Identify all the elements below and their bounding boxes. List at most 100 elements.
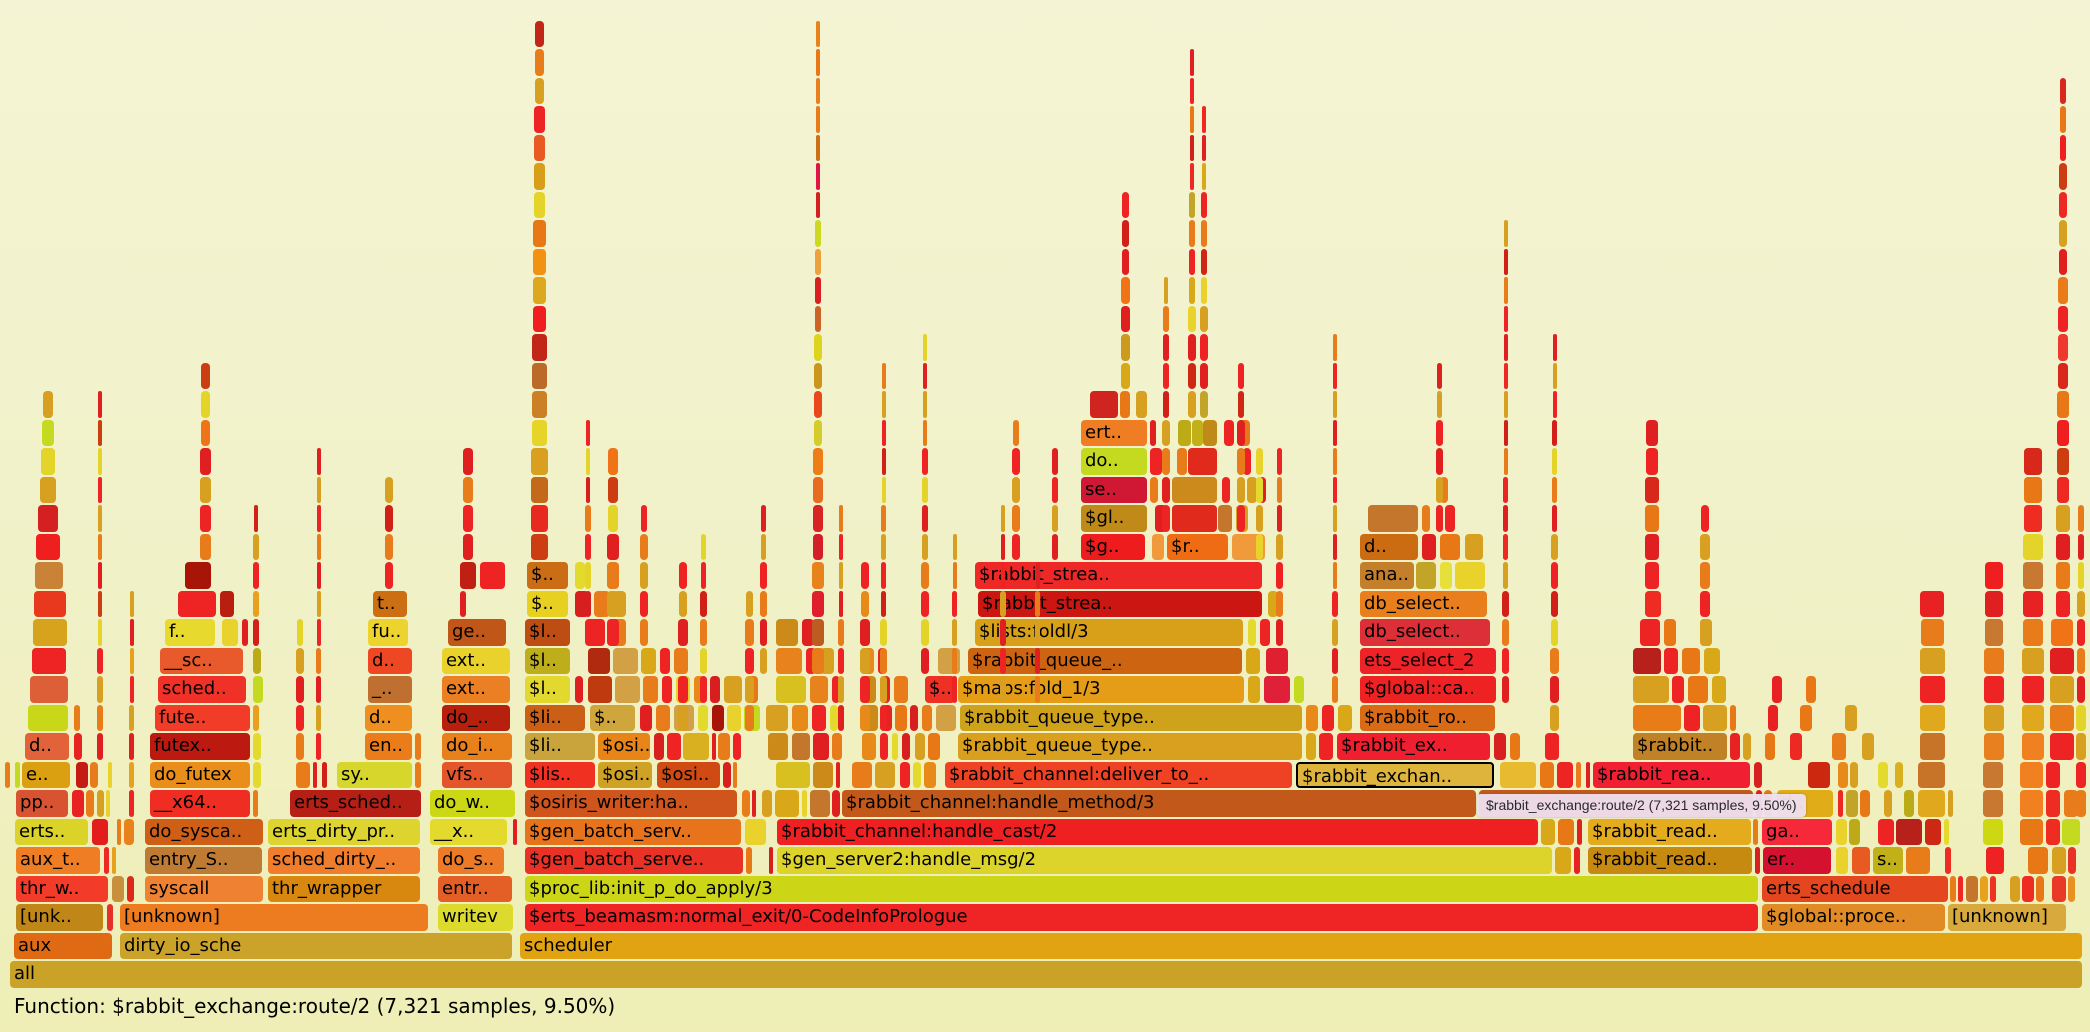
flame-frame[interactable] (776, 761, 810, 788)
flame-frame[interactable] (922, 704, 932, 731)
flame-frame[interactable] (1646, 448, 1658, 475)
flame-frame[interactable]: sched_dirty_.. (268, 847, 420, 874)
flame-frame[interactable] (812, 619, 824, 646)
flame-frame[interactable] (1201, 277, 1207, 304)
flame-frame[interactable] (201, 362, 210, 389)
flame-frame[interactable]: entry_S.. (145, 847, 262, 874)
flame-frame[interactable] (463, 476, 473, 503)
flame-frame[interactable] (1849, 818, 1860, 845)
flame-frame[interactable] (129, 647, 134, 674)
flame-frame[interactable] (2077, 619, 2085, 646)
flame-frame[interactable]: [unknown] (1948, 904, 2066, 931)
flame-frame[interactable] (1983, 818, 2003, 845)
flame-frame[interactable] (200, 533, 211, 560)
flame-frame[interactable] (1202, 106, 1206, 133)
flame-frame[interactable] (1552, 362, 1557, 389)
flame-frame[interactable] (1920, 704, 1945, 731)
flame-frame[interactable] (1983, 761, 2003, 788)
flame-frame[interactable] (2076, 704, 2086, 731)
flame-frame[interactable] (615, 676, 640, 703)
flame-frame[interactable] (1846, 790, 1858, 817)
flame-frame[interactable] (1306, 704, 1318, 731)
flame-frame[interactable] (2076, 733, 2086, 760)
flame-frame[interactable] (679, 590, 687, 617)
flame-frame[interactable] (2046, 761, 2060, 788)
flame-frame[interactable] (98, 476, 102, 503)
flame-frame[interactable] (667, 733, 681, 760)
flame-frame[interactable] (1322, 704, 1334, 731)
flame-frame[interactable] (1958, 875, 1963, 902)
flame-frame[interactable] (698, 704, 708, 731)
flame-frame[interactable] (733, 761, 737, 788)
flame-frame[interactable] (1333, 476, 1337, 503)
flame-frame[interactable] (880, 733, 888, 760)
flame-frame[interactable] (1368, 505, 1418, 532)
flame-frame[interactable] (1200, 391, 1208, 418)
flame-frame[interactable] (575, 676, 583, 703)
flame-frame[interactable] (816, 20, 820, 47)
flame-frame[interactable] (745, 704, 754, 731)
flame-frame[interactable]: fute.. (155, 704, 250, 731)
flame-frame[interactable] (1121, 362, 1130, 389)
flame-frame[interactable] (1860, 790, 1870, 817)
flame-frame[interactable] (813, 476, 823, 503)
flame-frame[interactable]: $rabbit_channel:handle_method/3 (842, 790, 1476, 817)
flame-frame[interactable] (107, 904, 113, 931)
flame-frame[interactable] (701, 562, 706, 589)
flame-frame[interactable] (1200, 362, 1208, 389)
flame-frame[interactable]: thr_w.. (16, 875, 108, 902)
flame-frame[interactable] (902, 733, 910, 760)
flame-frame[interactable] (928, 733, 940, 760)
flame-frame[interactable] (861, 562, 869, 589)
flame-frame[interactable] (776, 619, 798, 646)
flame-frame[interactable] (316, 733, 321, 760)
flame-frame[interactable] (608, 505, 618, 532)
flame-frame[interactable] (463, 533, 473, 560)
flame-frame[interactable] (201, 391, 210, 418)
flame-frame[interactable]: s.. (1873, 847, 1903, 874)
flame-frame[interactable] (316, 476, 321, 503)
flame-frame[interactable] (1437, 362, 1442, 389)
flame-frame[interactable] (253, 619, 259, 646)
flame-frame[interactable] (1294, 676, 1304, 703)
flame-frame[interactable]: sched.. (158, 676, 246, 703)
flame-frame[interactable] (816, 49, 820, 76)
flame-frame[interactable]: _.. (368, 676, 412, 703)
flame-frame[interactable]: $gen_batch_serv.. (525, 818, 741, 845)
flame-frame[interactable] (1436, 419, 1443, 446)
flame-frame[interactable] (762, 790, 772, 817)
flame-frame[interactable]: $.. (590, 704, 635, 731)
flame-frame[interactable]: $osi.. (598, 761, 652, 788)
flame-frame[interactable] (1948, 790, 1953, 817)
flame-frame[interactable] (832, 733, 842, 760)
flame-frame[interactable] (810, 676, 828, 703)
flame-frame[interactable] (1440, 562, 1452, 589)
flame-frame[interactable] (1494, 733, 1506, 760)
flame-frame[interactable] (200, 505, 211, 532)
flame-frame[interactable] (1190, 77, 1194, 104)
flame-frame[interactable]: do_s.. (438, 847, 504, 874)
flame-frame[interactable] (760, 562, 767, 589)
flame-frame[interactable] (296, 647, 304, 674)
flame-frame[interactable] (838, 647, 844, 674)
flame-frame[interactable] (1906, 847, 1930, 874)
flame-frame[interactable] (1035, 590, 1040, 617)
flame-frame[interactable] (656, 704, 670, 731)
flame-frame[interactable] (534, 163, 545, 190)
flame-frame[interactable] (952, 647, 957, 674)
flame-frame[interactable]: $r.. (1167, 533, 1228, 560)
flame-frame[interactable] (1122, 191, 1129, 218)
flame-frame[interactable] (839, 533, 843, 560)
flame-frame[interactable] (532, 391, 547, 418)
flame-frame[interactable] (1333, 562, 1337, 589)
flame-frame[interactable] (1557, 761, 1573, 788)
flame-frame[interactable]: do_futex (150, 761, 250, 788)
flame-frame[interactable]: $gen_server2:handle_msg/2 (777, 847, 1552, 874)
flame-frame[interactable]: d.. (365, 704, 412, 731)
flame-frame[interactable] (1052, 533, 1058, 560)
flame-frame[interactable] (1850, 761, 1858, 788)
flame-frame[interactable] (710, 676, 720, 703)
flame-frame[interactable] (297, 619, 303, 646)
flame-frame[interactable] (923, 362, 927, 389)
flame-frame[interactable]: do_w.. (430, 790, 515, 817)
